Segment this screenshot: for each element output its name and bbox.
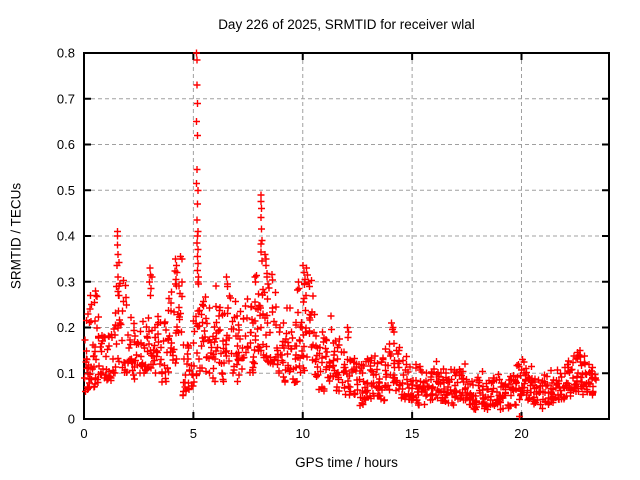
y-tick-label: 0.5 bbox=[57, 183, 75, 198]
y-tick-label: 0 bbox=[68, 412, 75, 427]
data-points bbox=[81, 49, 600, 420]
x-tick-label: 5 bbox=[190, 426, 197, 441]
x-axis-label: GPS time / hours bbox=[295, 455, 398, 470]
x-tick-label: 15 bbox=[405, 426, 419, 441]
y-axis-label: SRMTID / TECUs bbox=[8, 182, 24, 290]
y-tick-label: 0.8 bbox=[57, 46, 75, 61]
y-tick-label: 0.1 bbox=[57, 366, 75, 381]
y-tick-label: 0.6 bbox=[57, 137, 75, 152]
chart-title: Day 226 of 2025, SRMTID for receiver wla… bbox=[218, 17, 475, 32]
y-tick-label: 0.7 bbox=[57, 91, 75, 106]
x-tick-label: 20 bbox=[514, 426, 528, 441]
plot-border bbox=[83, 52, 610, 420]
y-tick-label: 0.4 bbox=[57, 229, 75, 244]
x-tick-label: 10 bbox=[296, 426, 310, 441]
x-tick-label: 0 bbox=[80, 426, 87, 441]
y-tick-label: 0.2 bbox=[57, 320, 75, 335]
y-tick-label: 0.3 bbox=[57, 274, 75, 289]
